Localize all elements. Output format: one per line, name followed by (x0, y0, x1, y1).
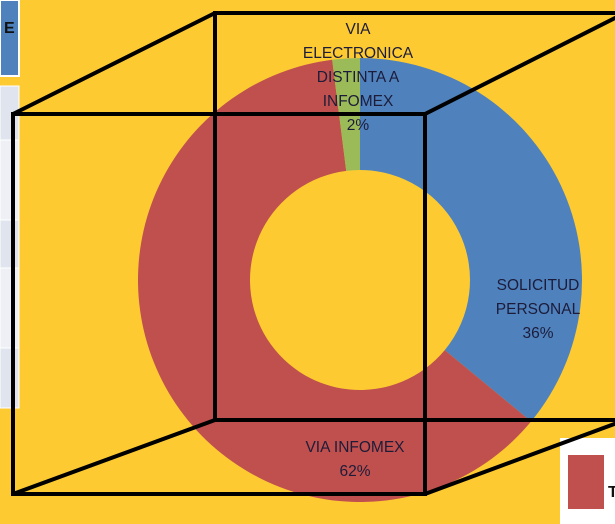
legend-swatch (568, 455, 604, 509)
category-label: VIA INFOMEX (305, 439, 405, 456)
table-header-cell (0, 0, 20, 77)
legend-fragment (560, 438, 615, 524)
box-front (11, 112, 427, 496)
value-label: 2% (346, 117, 370, 134)
table-row (0, 267, 20, 349)
data-label: VIA ELECTRONICA DISTINTA A INFOMEX 2% (293, 18, 423, 138)
data-label: VIA INFOMEX 62% (290, 436, 420, 484)
table-row (0, 219, 20, 269)
value-label: 62% (339, 463, 371, 480)
table-row (0, 139, 20, 221)
legend-fragment-text: T (608, 484, 615, 501)
category-label: VIA ELECTRONICA DISTINTA A INFOMEX (302, 21, 414, 110)
category-label: SOLICITUD PERSONAL (495, 277, 581, 318)
table-header-text: E (4, 20, 15, 37)
box-edge (424, 15, 615, 116)
box-edge (12, 11, 216, 116)
data-label: SOLICITUD PERSONAL 36% (473, 274, 603, 346)
value-label: 36% (522, 325, 554, 342)
table-fragment (0, 0, 20, 409)
box-overlay (11, 11, 615, 496)
box-edge (12, 418, 216, 496)
donut-slice (138, 59, 532, 502)
box-edge (424, 421, 615, 496)
donut-slice (360, 58, 582, 422)
table-row (0, 347, 20, 409)
